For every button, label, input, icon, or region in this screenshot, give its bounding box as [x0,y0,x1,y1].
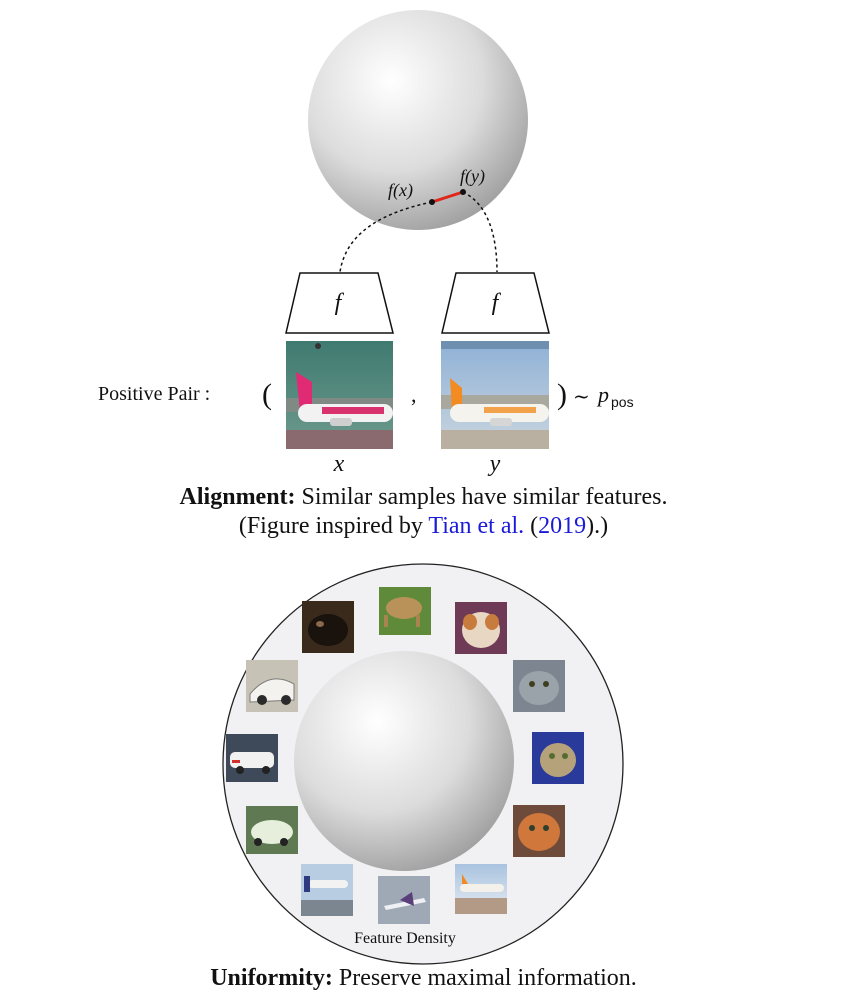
thumb-car-green [246,806,298,854]
citation-prefix: (Figure inspired by [238,513,429,539]
dist-tilde: ~ [573,384,590,408]
alignment-segment [431,190,464,204]
dotted-link-y [462,191,498,273]
thumb-cat-orange [513,805,565,857]
thumb-dog-puppy [455,602,507,654]
thumb-airplane-easyjet [455,864,507,914]
thumb-airplane-takeoff [378,876,430,924]
positive-pair-label: Positive Pair : [98,383,210,405]
thumb-car-white [226,734,278,782]
close-paren: ) [557,378,567,411]
citation-open: ( [524,513,539,539]
hypersphere-bottom [294,651,514,871]
x-label: x [333,451,345,477]
alignment-caption-citation: (Figure inspired by Tian et al. (2019).) [0,513,847,540]
thumb-car-vintage [246,660,298,712]
dist-p: p [596,382,609,407]
dotted-link-x [339,201,433,273]
encoder-f-right [441,272,550,334]
thumb-dog-terrier [379,587,431,635]
hypersphere-top [308,10,528,230]
uniformity-caption: Uniformity: Preserve maximal information… [0,965,847,992]
feature-density-label: Feature Density [354,930,456,947]
point-fy [460,189,466,195]
open-paren: ( [262,378,272,411]
fx-label: f(x) [388,180,413,201]
image-y-airplane [441,341,549,449]
encoder-f-left-label: f [335,290,345,316]
encoder-f-right-label: f [492,290,502,316]
alignment-caption: Alignment: Similar samples have similar … [0,484,847,511]
citation-year-link[interactable]: 2019 [538,513,587,539]
citation-suffix: ).) [586,513,609,539]
uniformity-caption-bold: Uniformity: [210,965,333,991]
comma: , [411,382,417,407]
alignment-caption-text: Similar samples have similar features. [295,484,668,510]
thumb-cat-grey [513,660,565,712]
point-fx [429,199,435,205]
image-x-airplane [286,341,393,449]
citation-authors-link[interactable]: Tian et al. [428,513,525,539]
alignment-caption-bold: Alignment: [179,484,296,510]
uniformity-caption-text: Preserve maximal information. [332,965,637,991]
encoder-f-left [285,272,394,334]
thumb-dog-black [302,601,354,653]
thumb-cat-tabby [532,732,584,784]
fy-label: f(y) [460,166,485,187]
thumb-airplane-propeller [301,864,353,916]
y-label: y [488,451,501,477]
dist-sub: pos [611,394,634,410]
